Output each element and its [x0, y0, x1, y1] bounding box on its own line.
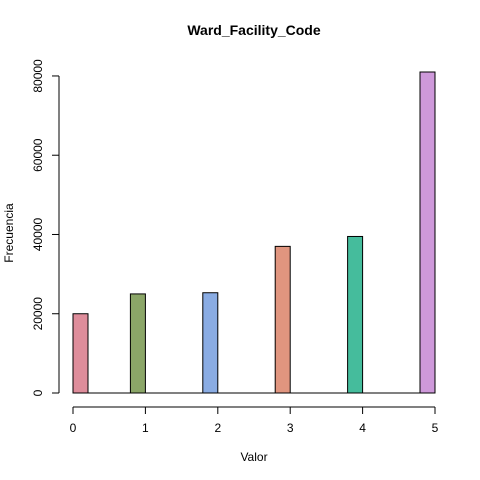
bar-4 — [348, 236, 363, 393]
x-tick-label-4: 4 — [359, 421, 366, 435]
bar-2 — [203, 293, 218, 393]
bars-group — [73, 72, 435, 393]
y-axis: 0 20000 40000 60000 80000 — [31, 59, 59, 396]
chart-title: Ward_Facility_Code — [187, 22, 321, 38]
y-tick-label-20000: 20000 — [31, 297, 45, 331]
y-axis-label: Frecuencia — [2, 203, 16, 263]
bar-5 — [420, 72, 435, 393]
bar-0 — [73, 314, 88, 393]
bar-3 — [275, 246, 290, 393]
y-tick-label-0: 0 — [31, 389, 45, 396]
x-tick-label-5: 5 — [432, 421, 439, 435]
x-tick-label-0: 0 — [70, 421, 77, 435]
x-axis: 0 1 2 3 4 5 — [70, 407, 439, 435]
x-tick-label-2: 2 — [214, 421, 221, 435]
y-tick-label-80000: 80000 — [31, 59, 45, 93]
y-tick-label-60000: 60000 — [31, 138, 45, 172]
y-tick-label-40000: 40000 — [31, 217, 45, 251]
x-axis-label: Valor — [240, 450, 267, 464]
x-tick-label-1: 1 — [142, 421, 149, 435]
x-tick-label-3: 3 — [287, 421, 294, 435]
bar-1 — [130, 294, 145, 393]
